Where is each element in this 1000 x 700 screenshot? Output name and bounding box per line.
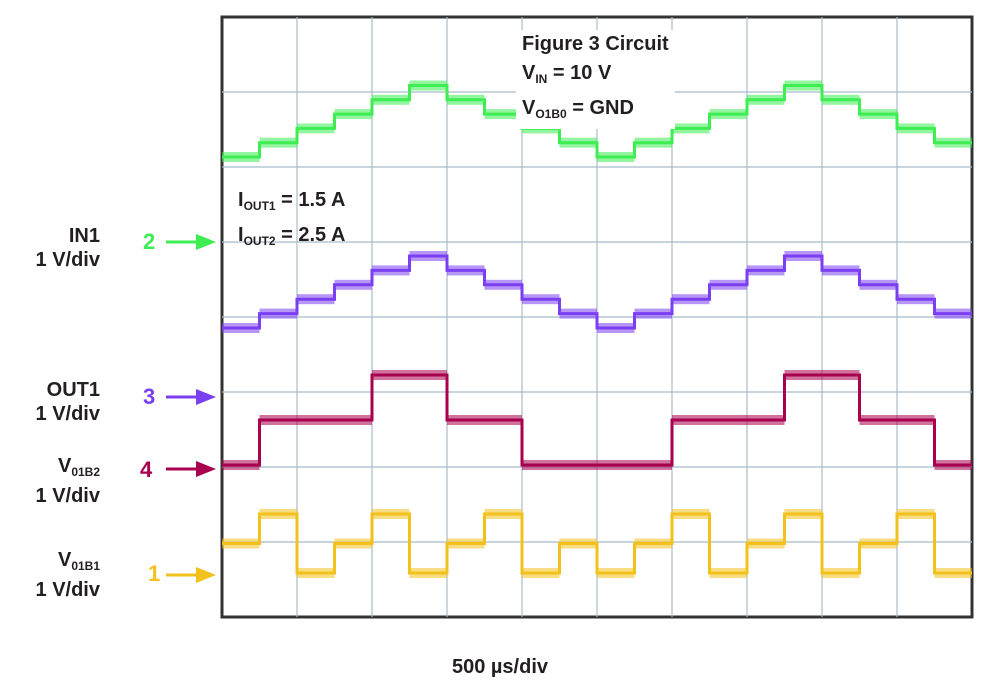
channel-label-v01b1: V01B1 1 V/div xyxy=(0,548,100,602)
trace-line xyxy=(222,512,972,575)
series-out1 xyxy=(222,251,972,333)
channel-number-3: 3 xyxy=(143,384,156,409)
series-scale: 1 V/div xyxy=(35,485,100,507)
series-name: V01B1 xyxy=(57,549,100,573)
arrow-head xyxy=(196,234,216,250)
arrow-head xyxy=(196,461,216,477)
series-scale: 1 V/div xyxy=(35,403,100,425)
load-annotation: IOUT1 = 1.5 A IOUT2 = 2.5 A xyxy=(232,186,351,256)
channel-label-v01b2: V01B2 1 V/div xyxy=(0,454,100,508)
trace-line xyxy=(222,254,972,330)
channel-arrow-1 xyxy=(166,567,216,583)
series-name: OUT1 xyxy=(46,379,100,401)
trace-line xyxy=(222,84,972,159)
channel-label-in1: IN1 1 V/div xyxy=(0,224,100,272)
timebase-label: 500 µs/div xyxy=(451,656,549,678)
channel-arrow-4 xyxy=(166,461,216,477)
channel-number-2: 2 xyxy=(143,229,156,254)
series-v01b2 xyxy=(222,370,972,470)
channel-label-out1: OUT1 1 V/div xyxy=(0,378,100,426)
traces xyxy=(222,80,972,578)
annotation-line-1: Figure 3 Circuit xyxy=(522,33,669,55)
series-name: V01B2 xyxy=(57,455,100,479)
channel-number-4: 4 xyxy=(140,457,153,482)
circuit-annotation: Figure 3 Circuit VIN = 10 V VO1B0 = GND xyxy=(516,30,675,129)
series-v01b1 xyxy=(222,509,972,578)
trace-line xyxy=(222,373,972,467)
load-line-2: IOUT2 = 2.5 A xyxy=(238,224,346,248)
annotation-line-3: VO1B0 = GND xyxy=(522,97,634,121)
channel-arrow-3 xyxy=(166,389,216,405)
series-name: IN1 xyxy=(68,225,100,247)
series-scale: 1 V/div xyxy=(35,249,100,271)
annotation-line-2: VIN = 10 V xyxy=(522,62,612,86)
load-line-1: IOUT1 = 1.5 A xyxy=(238,189,346,213)
arrow-head xyxy=(196,389,216,405)
channel-arrow-2 xyxy=(166,234,216,250)
arrow-head xyxy=(196,567,216,583)
channel-number-1: 1 xyxy=(148,561,161,586)
series-scale: 1 V/div xyxy=(35,579,100,601)
